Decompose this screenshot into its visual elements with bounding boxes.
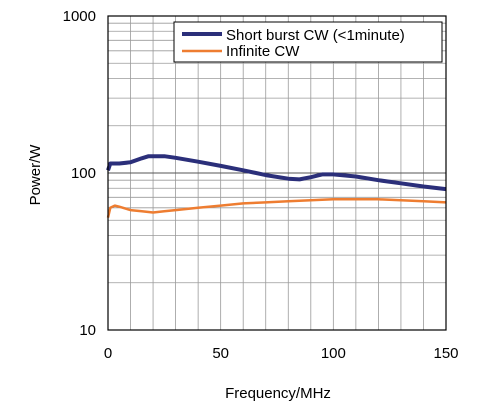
y-tick-label: 100 <box>71 165 96 182</box>
x-tick-label: 50 <box>212 345 229 362</box>
legend-box <box>173 21 443 63</box>
x-tick-label: 0 <box>104 345 112 362</box>
x-tick-labels: 0 50 100 150 <box>104 345 459 362</box>
legend-label-short-burst: Short burst CW (<1minute) <box>226 27 405 44</box>
y-tick-label: 1000 <box>63 8 96 25</box>
series-line-infinite <box>106 198 447 218</box>
y-axis-label: Power/W <box>27 144 44 206</box>
legend: Short burst CW (<1minute) Infinite CW <box>173 21 443 63</box>
y-tick-labels: 10 100 1000 <box>63 8 96 339</box>
series-layer <box>106 154 447 218</box>
plot-frame <box>107 15 447 331</box>
x-tick-label: 100 <box>321 345 346 362</box>
legend-label-infinite: Infinite CW <box>226 43 300 60</box>
series-line-short-burst <box>106 154 447 192</box>
x-tick-label: 150 <box>433 345 458 362</box>
x-axis-label: Frequency/MHz <box>225 385 331 402</box>
grid-lines <box>108 16 446 330</box>
y-tick-label: 10 <box>79 322 96 339</box>
